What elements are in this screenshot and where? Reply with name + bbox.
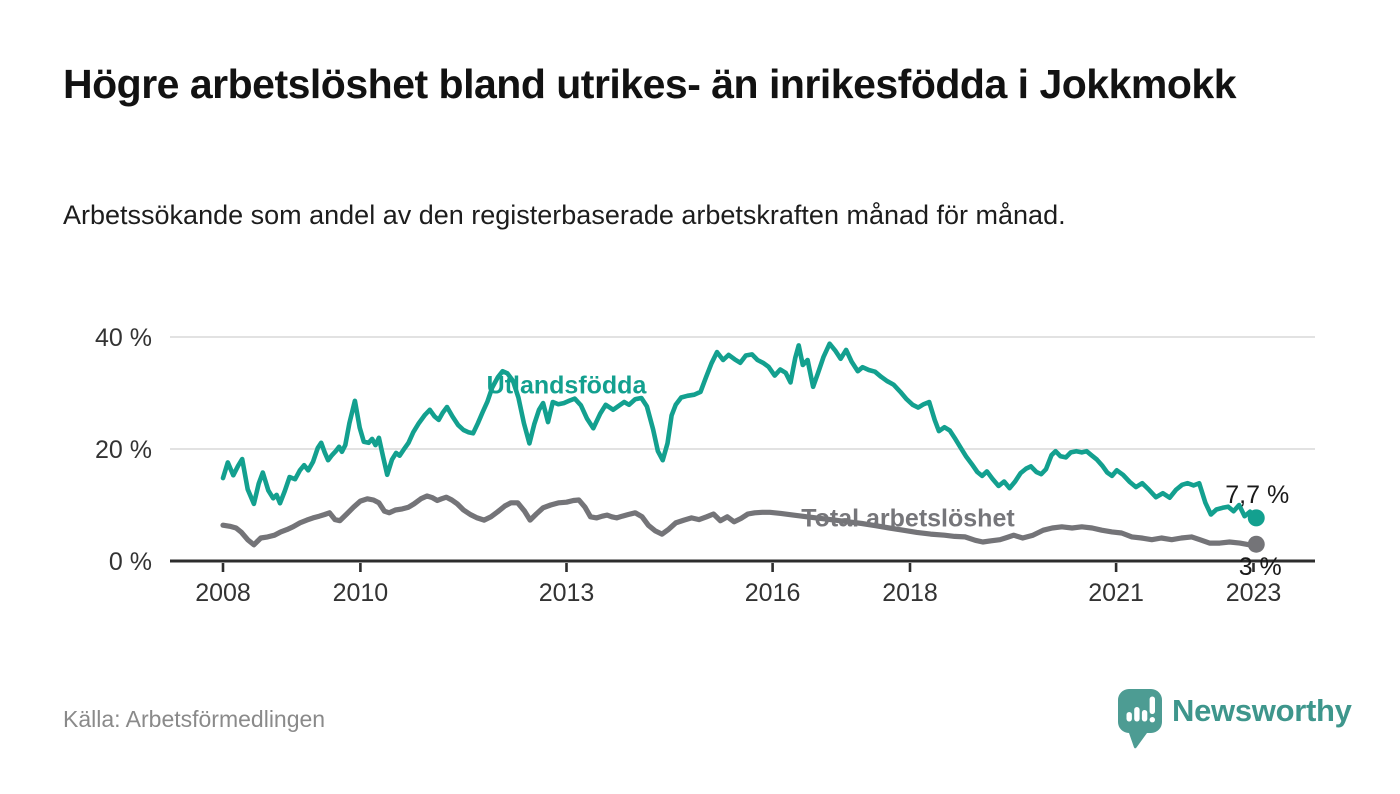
bar-chart-glyph (1126, 707, 1148, 722)
newsworthy-speech-bubble-icon (1118, 689, 1162, 749)
x-tick-label: 2023 (1226, 579, 1282, 607)
exclamation-glyph (1149, 696, 1155, 723)
utlandsfodda-series-label: Utlandsfödda (487, 372, 648, 400)
y-tick-label: 0 % (109, 548, 152, 576)
y-tick-label: 40 % (95, 324, 152, 352)
utlandsfodda-line (220, 341, 1259, 521)
x-tick-label: 2010 (333, 579, 389, 607)
newsworthy-logo: Newsworthy (1117, 688, 1352, 750)
x-tick-label: 2013 (539, 579, 595, 607)
utlandsfodda-end-dot (1247, 509, 1265, 527)
total-line (220, 493, 1259, 548)
source-note: Källa: Arbetsförmedlingen (63, 706, 326, 732)
x-tick-label: 2018 (882, 579, 938, 607)
total-end-value: 3 % (1239, 553, 1282, 581)
speech-bubble-shape (1118, 689, 1162, 749)
x-tick-label: 2008 (195, 579, 251, 607)
x-tick-label: 2016 (745, 579, 801, 607)
newsworthy-wordmark: Newsworthy (1172, 693, 1352, 728)
page-title: Högre arbetslöshet bland utrikes- än inr… (63, 61, 1237, 107)
y-tick-label: 20 % (95, 436, 152, 464)
page-subtitle: Arbetssökande som andel av den registerb… (63, 200, 1066, 230)
total-series-label: Total arbetslöshet (801, 504, 1015, 532)
total-end-dot (1247, 535, 1265, 553)
x-tick-label: 2021 (1088, 579, 1144, 607)
utlandsfodda-end-value: 7,7 % (1225, 481, 1289, 509)
